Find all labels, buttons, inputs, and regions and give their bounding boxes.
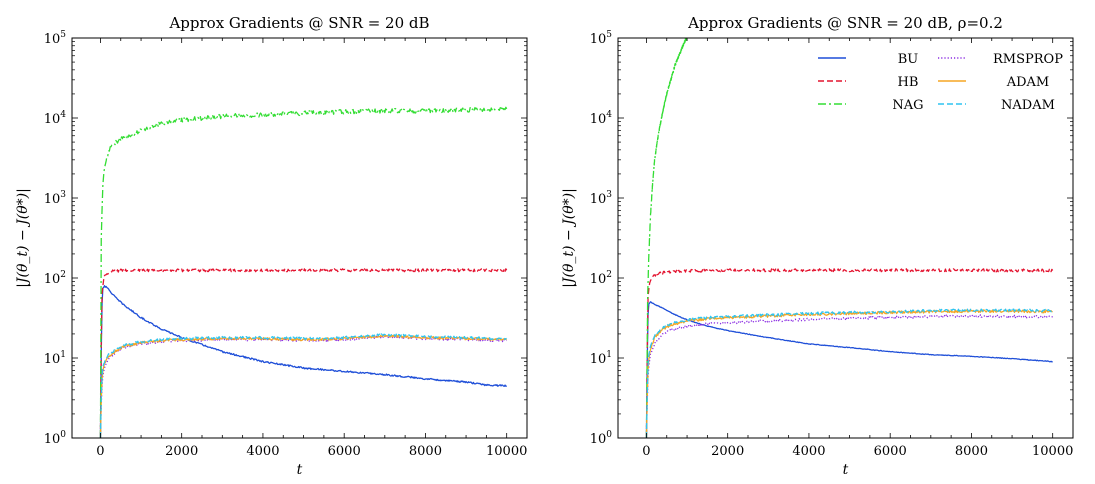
y-tick-label: 105 <box>44 30 67 47</box>
x-axis-label: t <box>843 462 849 478</box>
series-line-hb <box>645 268 1054 438</box>
x-tick-label: 0 <box>96 444 104 459</box>
y-axis-label: |J(θ_t) − J(θ*)| <box>15 188 31 288</box>
x-tick-label: 8000 <box>409 444 442 459</box>
y-tick-label: 101 <box>590 350 612 367</box>
series-line-adam <box>99 334 507 438</box>
x-axis-label: t <box>297 462 303 478</box>
legend-label-nag: NAG <box>892 98 923 113</box>
chart-title: Approx Gradients @ SNR = 20 dB, ρ=0.2 <box>687 14 1003 32</box>
legend-label-rmsprop: RMSPROP <box>993 52 1063 67</box>
y-tick-label: 104 <box>590 110 613 127</box>
y-tick-label: 100 <box>44 430 67 447</box>
plot-frame <box>617 37 1074 439</box>
series-line-bu <box>645 301 1053 438</box>
series-group <box>99 106 508 438</box>
x-tick-label: 8000 <box>955 444 988 459</box>
chart-left: Approx Gradients @ SNR = 20 dB 0 2000 4000 6… <box>15 14 528 478</box>
x-tick-label: 10000 <box>1032 444 1073 459</box>
x-tick-label: 0 <box>642 444 650 459</box>
y-tick-label: 103 <box>590 190 613 207</box>
y-tick-label: 102 <box>590 270 612 287</box>
legend: BU HB NAG RMSPROP ADAM NADAM <box>818 52 1063 113</box>
series-line-rmsprop <box>99 335 508 438</box>
legend-label-bu: BU <box>898 52 919 67</box>
series-line-adam <box>645 309 1053 438</box>
y-tick-label: 103 <box>44 190 67 207</box>
chart-title: Approx Gradients @ SNR = 20 dB <box>168 14 429 32</box>
series-line-hb <box>99 268 508 438</box>
series-line-nadam <box>99 333 507 438</box>
legend-label-nadam: NADAM <box>1001 98 1055 113</box>
series-group <box>645 38 1054 438</box>
series-line-nadam <box>645 308 1053 438</box>
x-tick-label: 4000 <box>246 444 279 459</box>
y-tick-label: 105 <box>590 30 613 47</box>
y-tick-label: 104 <box>44 110 67 127</box>
x-tick-label: 6000 <box>874 444 907 459</box>
chart-right: Approx Gradients @ SNR = 20 dB, ρ=0.2 0 20… <box>561 14 1074 478</box>
series-line-bu <box>99 285 508 438</box>
plot-frame <box>71 37 528 439</box>
series-line-rmsprop <box>645 314 1053 438</box>
series-line-nag <box>645 38 688 438</box>
x-tick-label: 10000 <box>486 444 527 459</box>
x-tick-label: 4000 <box>792 444 825 459</box>
x-tick-label: 2000 <box>165 444 198 459</box>
x-tick-label: 6000 <box>328 444 361 459</box>
legend-label-hb: HB <box>898 75 919 90</box>
series-line-nag <box>99 106 508 438</box>
y-tick-label: 101 <box>44 350 66 367</box>
legend-label-adam: ADAM <box>1006 75 1050 90</box>
y-tick-label: 100 <box>590 430 613 447</box>
y-axis-label: |J(θ_t) − J(θ*)| <box>561 188 577 288</box>
x-tick-label: 2000 <box>711 444 744 459</box>
y-tick-label: 102 <box>44 270 66 287</box>
